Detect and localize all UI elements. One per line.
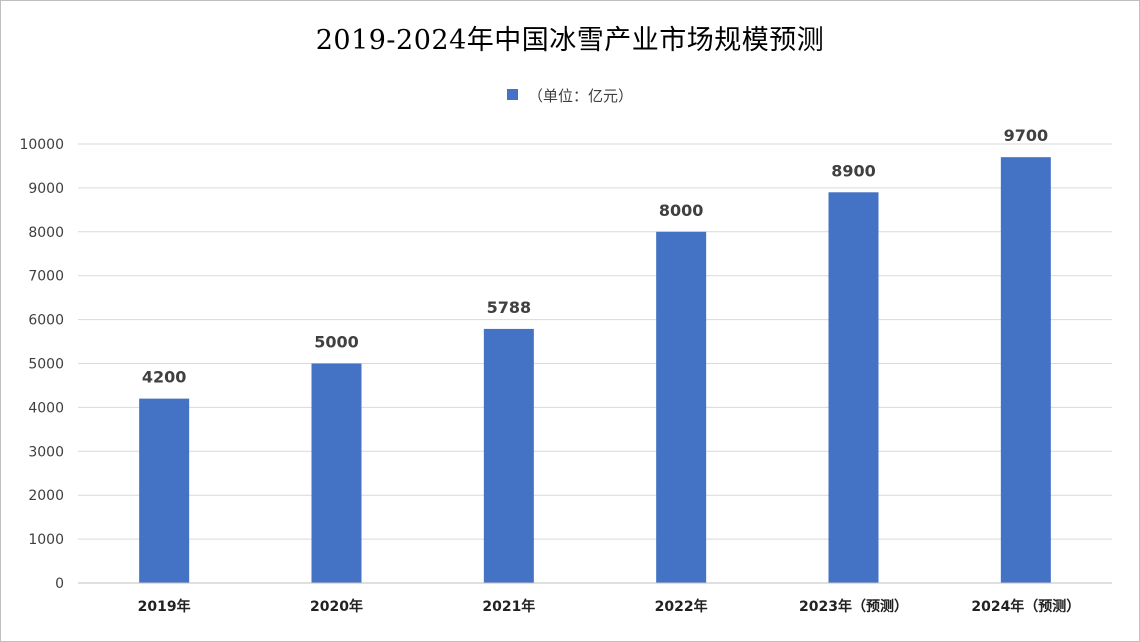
x-tick-label: 2020年 [310, 598, 363, 615]
y-tick-label: 8000 [28, 225, 64, 241]
chart-title: 2019-2024年中国冰雪产业市场规模预测 [315, 25, 825, 56]
x-tick-label: 2023年（预测） [799, 598, 908, 615]
x-tick-label: 2024年（预测） [971, 598, 1080, 615]
y-tick-label: 3000 [28, 444, 64, 460]
bar [139, 398, 190, 583]
labels: 0 1000 2000 3000 4000 5000 6000 7000 8000 9000 100… [19, 126, 1080, 615]
bar [311, 363, 362, 583]
data-label: 8000 [659, 201, 704, 220]
gridlines [78, 143, 1112, 540]
data-label: 9700 [1004, 126, 1049, 145]
x-tick-label: 2019年 [138, 598, 191, 615]
bar [656, 231, 707, 584]
bar [483, 328, 534, 583]
y-tick-label: 6000 [28, 313, 64, 329]
y-tick-label: 5000 [28, 357, 64, 373]
legend-label: （单位：亿元） [527, 87, 633, 105]
x-tick-label: 2021年 [482, 598, 535, 615]
legend: （单位：亿元） [0, 85, 1140, 106]
x-tick-label: 2022年 [655, 598, 708, 615]
bar [828, 192, 879, 584]
legend-swatch [506, 89, 518, 100]
y-tick-label: 2000 [28, 488, 64, 504]
data-label: 8900 [831, 161, 876, 180]
data-label: 4200 [142, 368, 187, 387]
y-tick-label: 4000 [28, 400, 64, 416]
bars [139, 157, 1051, 584]
y-tick-label: 1000 [28, 532, 64, 548]
bar [1000, 157, 1051, 584]
data-label: 5788 [487, 298, 532, 317]
y-tick-label: 0 [55, 576, 64, 592]
y-tick-label: 7000 [28, 269, 64, 285]
y-tick-label: 9000 [28, 181, 64, 197]
y-tick-label: 10000 [19, 137, 64, 153]
data-label: 5000 [314, 333, 359, 352]
